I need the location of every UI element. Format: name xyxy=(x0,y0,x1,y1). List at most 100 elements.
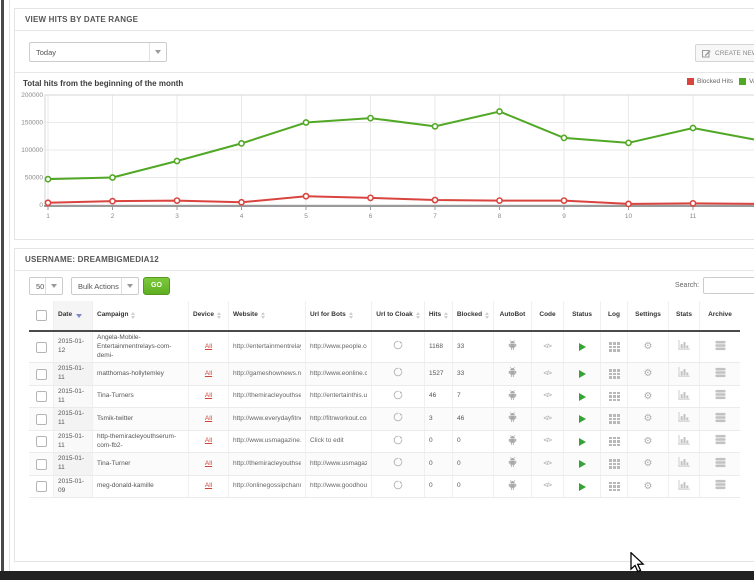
row-checkbox[interactable] xyxy=(35,391,47,403)
bulk-actions-select[interactable]: Bulk Actions xyxy=(71,277,139,295)
column-header-log[interactable]: Log xyxy=(600,301,627,330)
gear-icon[interactable]: ⚙ xyxy=(643,390,653,402)
refresh-circle-icon[interactable] xyxy=(393,390,403,404)
code-brackets-icon[interactable]: </> xyxy=(543,437,552,445)
column-header-website[interactable]: Website xyxy=(228,301,305,330)
column-header-url-to-cloak[interactable]: Url to Cloak xyxy=(371,301,424,330)
gear-icon[interactable]: ⚙ xyxy=(643,458,653,470)
grid-icon[interactable] xyxy=(608,342,620,352)
cell-url-for-bots-value[interactable]: Click to edit xyxy=(310,437,344,445)
column-header-date[interactable]: Date xyxy=(53,301,92,330)
device-all-link[interactable]: All xyxy=(204,459,213,467)
bar-chart-icon[interactable] xyxy=(678,479,690,494)
column-header-autobot[interactable]: AutoBot xyxy=(493,301,531,330)
row-checkbox[interactable] xyxy=(35,481,47,493)
grid-icon[interactable] xyxy=(608,414,620,424)
play-icon[interactable] xyxy=(578,343,586,352)
android-robot-icon[interactable] xyxy=(507,366,518,382)
bar-chart-icon[interactable] xyxy=(678,367,690,381)
cell-action: All xyxy=(188,408,228,430)
row-checkbox[interactable] xyxy=(35,436,47,448)
refresh-circle-icon[interactable] xyxy=(393,480,403,494)
cell-action: http://gameshownews.net xyxy=(228,363,305,385)
bar-chart-icon[interactable] xyxy=(678,457,690,471)
page-size-select[interactable]: 50 xyxy=(29,277,63,295)
gear-icon[interactable]: ⚙ xyxy=(643,341,653,353)
android-robot-icon[interactable] xyxy=(507,479,518,495)
android-robot-icon[interactable] xyxy=(507,339,518,355)
device-all-link[interactable]: All xyxy=(204,437,213,445)
server-stack-icon[interactable] xyxy=(714,434,726,449)
grid-icon[interactable] xyxy=(608,459,620,469)
server-stack-icon[interactable] xyxy=(714,457,726,472)
x-axis-tick-label: 7 xyxy=(433,213,437,220)
code-brackets-icon[interactable]: </> xyxy=(543,459,552,467)
play-icon[interactable] xyxy=(578,482,586,491)
android-robot-icon[interactable] xyxy=(507,389,518,405)
play-icon[interactable] xyxy=(578,392,586,401)
server-stack-icon[interactable] xyxy=(714,340,726,355)
campaign-table: Date Campaign Device Website Url for Bots Url… xyxy=(29,301,740,499)
refresh-circle-icon[interactable] xyxy=(393,340,403,354)
play-icon[interactable] xyxy=(578,370,586,379)
column-header-label: Device xyxy=(193,311,214,319)
code-brackets-icon[interactable]: </> xyxy=(543,482,552,490)
gear-icon[interactable]: ⚙ xyxy=(643,413,653,425)
grid-icon[interactable] xyxy=(608,369,620,379)
device-all-link[interactable]: All xyxy=(204,342,213,350)
code-brackets-icon[interactable]: </> xyxy=(543,369,552,377)
column-header-archive[interactable]: Archive xyxy=(699,301,740,330)
data-point xyxy=(44,199,52,207)
column-header-campaign[interactable]: Campaign xyxy=(92,301,188,330)
cell-action: http://www.everydayfitnes... xyxy=(228,408,305,430)
play-icon[interactable] xyxy=(578,437,586,446)
column-header-stats[interactable]: Stats xyxy=(668,301,699,330)
column-header-hits[interactable]: Hits xyxy=(424,301,452,330)
refresh-circle-icon[interactable] xyxy=(393,412,403,426)
gear-icon[interactable]: ⚙ xyxy=(643,480,653,492)
grid-icon[interactable] xyxy=(608,391,620,402)
column-header-settings[interactable]: Settings xyxy=(627,301,668,330)
android-robot-icon[interactable] xyxy=(507,434,518,450)
row-checkbox[interactable] xyxy=(35,341,47,353)
go-button[interactable]: GO xyxy=(143,277,170,295)
column-header-device[interactable]: Device xyxy=(188,301,228,330)
row-checkbox[interactable] xyxy=(35,368,47,380)
server-stack-icon[interactable] xyxy=(714,389,726,404)
play-icon[interactable] xyxy=(578,460,586,469)
gear-icon[interactable]: ⚙ xyxy=(643,368,653,380)
bar-chart-icon[interactable] xyxy=(678,340,690,354)
code-brackets-icon[interactable]: </> xyxy=(543,342,552,350)
bar-chart-icon[interactable] xyxy=(678,389,690,404)
row-checkbox[interactable] xyxy=(35,413,47,425)
device-all-link[interactable]: All xyxy=(204,392,213,400)
server-stack-icon[interactable] xyxy=(714,479,726,494)
refresh-circle-icon[interactable] xyxy=(393,457,403,471)
play-icon[interactable] xyxy=(578,415,586,424)
row-checkbox[interactable] xyxy=(35,458,47,470)
code-brackets-icon[interactable]: </> xyxy=(543,392,552,400)
grid-icon[interactable] xyxy=(608,481,620,492)
gear-icon[interactable]: ⚙ xyxy=(643,435,653,447)
code-brackets-icon[interactable]: </> xyxy=(543,414,552,422)
grid-icon[interactable] xyxy=(608,436,620,447)
column-header-blocked[interactable]: Blocked xyxy=(452,301,493,330)
select-all-checkbox[interactable] xyxy=(35,310,47,321)
server-stack-icon[interactable] xyxy=(714,412,726,427)
column-header-status[interactable]: Status xyxy=(563,301,600,330)
column-header-code[interactable]: Code xyxy=(531,301,563,330)
date-range-select[interactable]: Today xyxy=(29,42,167,62)
search-input[interactable] xyxy=(703,277,754,294)
server-stack-icon[interactable] xyxy=(714,367,726,382)
device-all-link[interactable]: All xyxy=(204,414,213,422)
create-new-campaign-button[interactable]: CREATE NEW CAMPAIGN xyxy=(695,44,754,62)
column-header-url-for-bots[interactable]: Url for Bots xyxy=(305,301,371,330)
bar-chart-icon[interactable] xyxy=(678,412,690,426)
android-robot-icon[interactable] xyxy=(507,411,518,427)
refresh-circle-icon[interactable] xyxy=(393,367,403,381)
android-robot-icon[interactable] xyxy=(507,456,518,472)
device-all-link[interactable]: All xyxy=(204,369,213,377)
device-all-link[interactable]: All xyxy=(204,482,213,490)
bar-chart-icon[interactable] xyxy=(678,434,690,449)
refresh-circle-icon[interactable] xyxy=(393,435,403,449)
